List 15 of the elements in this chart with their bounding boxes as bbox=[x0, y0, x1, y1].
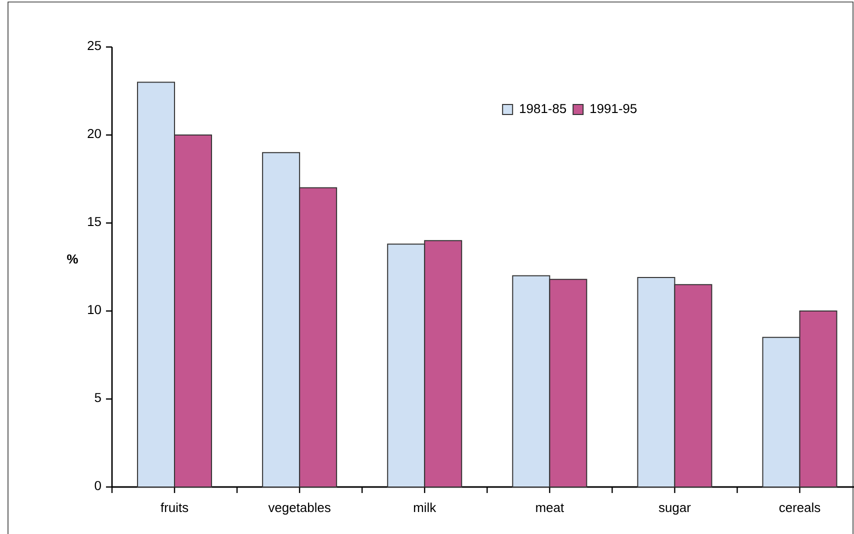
y-tick-label: 15 bbox=[88, 217, 101, 226]
x-tick-label: vegetables bbox=[268, 502, 330, 515]
x-tick-label: cereals bbox=[779, 502, 820, 512]
x-tick-label: sugar bbox=[658, 505, 691, 515]
y-tick-label: 10 bbox=[88, 304, 101, 314]
y-tick-label: 5 bbox=[94, 393, 101, 402]
legend-label: 1991-95 bbox=[590, 104, 637, 114]
x-tick-label: milk bbox=[414, 502, 436, 512]
x-tick-label: fruits bbox=[160, 502, 188, 512]
x-tick-label: meat bbox=[536, 504, 564, 512]
y-tick-label: 25 bbox=[88, 40, 101, 50]
y-tick-label: 20 bbox=[88, 128, 101, 138]
y-tick-label: 0 bbox=[94, 480, 101, 490]
y-axis-title: % bbox=[67, 254, 78, 264]
legend-label: 1981-85 bbox=[520, 104, 566, 114]
